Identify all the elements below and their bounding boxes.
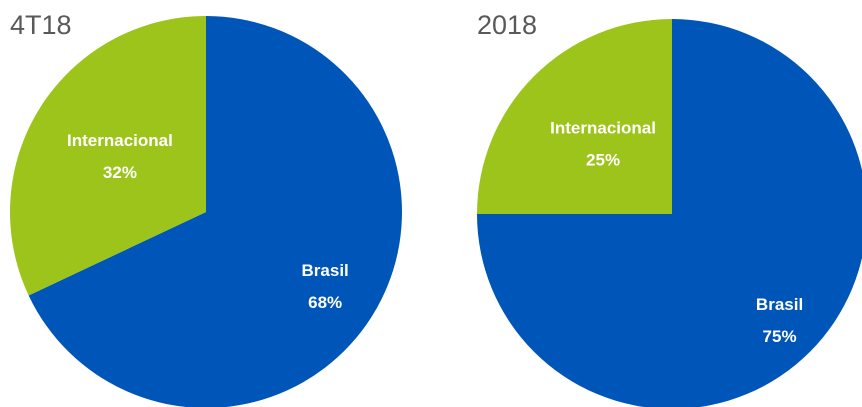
- slice-value-label: 75%: [763, 327, 797, 346]
- chart-title: 4T18: [10, 10, 72, 40]
- pie-slice: [10, 16, 206, 296]
- slice-category-label: Internacional: [67, 131, 173, 150]
- slice-value-label: 25%: [586, 151, 620, 170]
- slice-value-label: 32%: [103, 163, 137, 182]
- slice-value-label: 68%: [308, 293, 342, 312]
- pie-slice: [477, 19, 672, 214]
- slice-category-label: Internacional: [550, 119, 656, 138]
- pie-slice: [477, 19, 862, 407]
- slice-category-label: Brasil: [756, 295, 803, 314]
- chart-title: 2018: [477, 10, 537, 40]
- slice-category-label: Brasil: [302, 261, 349, 280]
- pie-slice: [28, 16, 402, 407]
